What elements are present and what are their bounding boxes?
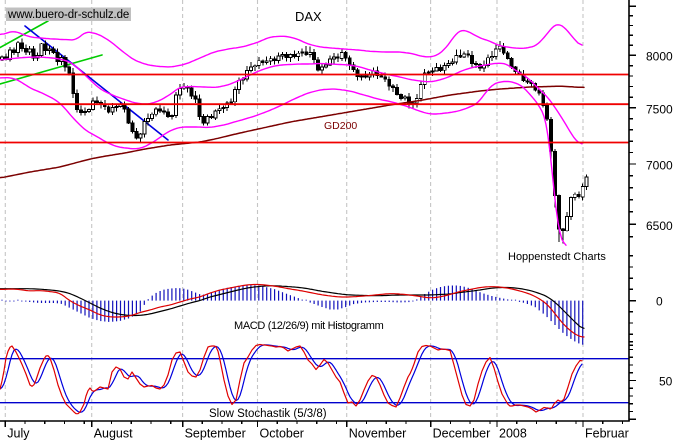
svg-text:Slow Stochastik (5/3/8): Slow Stochastik (5/3/8) (209, 408, 327, 420)
svg-text:2008: 2008 (499, 427, 527, 441)
svg-text:DAX: DAX (295, 9, 322, 24)
svg-text:0: 0 (656, 295, 663, 309)
svg-text:50: 50 (659, 375, 673, 389)
svg-text:December: December (433, 427, 491, 441)
svg-text:November: November (349, 427, 407, 441)
svg-text:August: August (94, 427, 133, 441)
svg-text:MACD (12/26/9) mit Histogramm: MACD (12/26/9) mit Histogramm (234, 320, 384, 332)
svg-text:October: October (260, 427, 304, 441)
svg-text:6500: 6500 (646, 219, 673, 233)
svg-text:July: July (7, 427, 30, 441)
svg-text:GD200: GD200 (324, 120, 357, 132)
svg-text:8000: 8000 (646, 50, 673, 64)
svg-text:Februar: Februar (585, 427, 629, 441)
svg-text:Hoppenstedt Charts: Hoppenstedt Charts (508, 251, 606, 263)
svg-text:September: September (185, 427, 246, 441)
svg-text:7500: 7500 (646, 103, 673, 117)
svg-text:7000: 7000 (646, 159, 673, 173)
svg-text:www.buero-dr-schulz.de: www.buero-dr-schulz.de (7, 9, 129, 21)
